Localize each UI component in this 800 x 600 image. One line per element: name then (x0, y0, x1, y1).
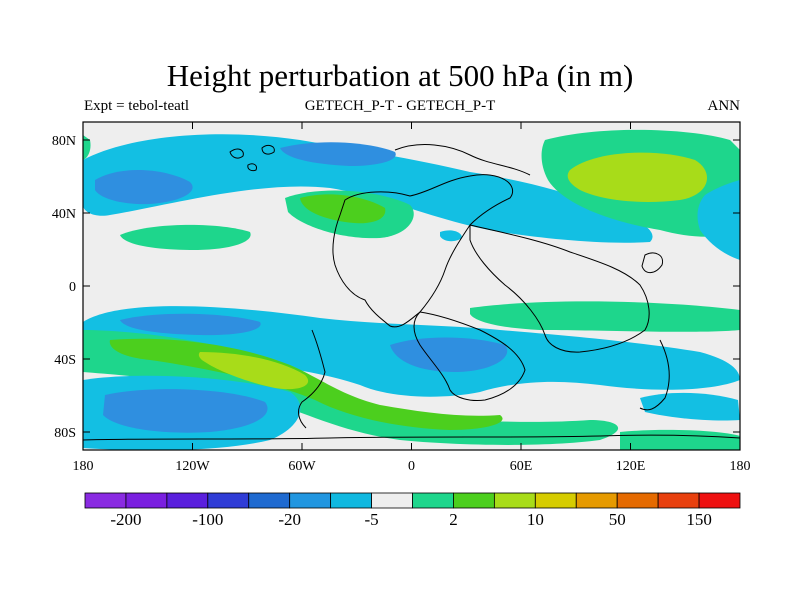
colorbar-label: 50 (609, 510, 626, 529)
colorbar-swatch (125, 492, 168, 509)
colorbar-swatch (289, 492, 332, 509)
colorbar-swatch (534, 492, 577, 509)
colorbar-label: -20 (278, 510, 301, 529)
contour-north-mid-blue (95, 170, 193, 205)
contour-atlantic-bright-green (300, 194, 386, 224)
colorbar-swatch (616, 492, 659, 509)
coastline-south-continent (413, 311, 526, 401)
lat-tick-label: 80N (52, 134, 76, 149)
lon-tick-label: 180 (73, 459, 94, 474)
lon-tick-label: 60W (288, 459, 316, 474)
colorbar-swatch (575, 492, 618, 509)
latitude-axis: 80N 40N 0 40S 80S (52, 134, 740, 441)
colorbar-label: 10 (527, 510, 544, 529)
colorbar-label: -100 (192, 510, 223, 529)
lon-tick-label: 180 (730, 459, 751, 474)
coastline-east-landmass (469, 224, 650, 353)
contour-subtropic-green (120, 224, 251, 250)
coastline-west-strip (298, 329, 326, 429)
contour-north-light-blue (83, 134, 653, 243)
contour-pacific-yellow-green (567, 152, 707, 202)
coastlines (83, 144, 740, 441)
contour-north-mid-blue-2 (280, 142, 396, 166)
contour-east-antarctic-blue (640, 392, 740, 421)
coastline-north-continent (332, 174, 513, 328)
colorbar-swatch (412, 492, 454, 509)
colorbar-swatch (493, 492, 536, 509)
lon-tick-label: 120W (175, 459, 210, 474)
contour-far-south-green (620, 429, 740, 450)
colorbar-swatch (84, 492, 127, 509)
colorbar: -200 -100 -20 -5 2 10 50 150 (84, 492, 741, 529)
colorbar-label: -200 (110, 510, 141, 529)
coastline-north-rim (394, 144, 531, 176)
lon-tick-label: 120E (616, 459, 646, 474)
coastline-east-island (641, 252, 664, 274)
coastline-arctic-islands (229, 144, 275, 172)
lat-tick-label: 40S (54, 353, 76, 368)
lat-tick-label: 40N (52, 207, 76, 222)
contour-small-blue (440, 230, 462, 242)
season-label: ANN (707, 98, 741, 114)
contour-south-indian-green (470, 301, 740, 332)
colorbar-swatch (698, 492, 741, 509)
contour-south-mid-blue (390, 337, 508, 372)
contour-east-pacific-blue (697, 180, 740, 260)
contour-field (83, 122, 740, 450)
lon-tick-label: 60E (510, 459, 533, 474)
coastline-antarctica (83, 434, 740, 441)
colorbar-swatch (657, 492, 700, 509)
colorbar-swatch (207, 492, 250, 509)
colorbar-swatch (166, 492, 209, 509)
colorbar-label: -5 (364, 510, 378, 529)
colorbar-label: 2 (449, 510, 458, 529)
colorbar-swatch (330, 492, 372, 509)
lat-tick-label: 80S (54, 426, 76, 441)
longitude-axis: 180 120W 60W 0 60E 120E 180 (73, 122, 751, 474)
colorbar-swatch (453, 492, 495, 509)
colorbar-label: 150 (686, 510, 712, 529)
colorbar-swatch (371, 492, 413, 509)
contour-antarctic-mid-blue (103, 389, 268, 433)
lon-tick-label: 0 (408, 459, 415, 474)
contour-south-yellow-green (198, 352, 309, 390)
colorbar-swatch (248, 492, 291, 509)
experiment-label: Expt = tebol-teatl (84, 98, 190, 114)
coastline-south-east-coast (639, 339, 670, 411)
contour-arctic-green (83, 135, 91, 160)
contour-south-mid-blue-2 (120, 313, 261, 336)
map-title: Height perturbation at 500 hPa (in m) (166, 58, 634, 93)
lat-tick-label: 0 (69, 280, 76, 295)
dataset-label: GETECH_P-T - GETECH_P-T (304, 98, 496, 114)
